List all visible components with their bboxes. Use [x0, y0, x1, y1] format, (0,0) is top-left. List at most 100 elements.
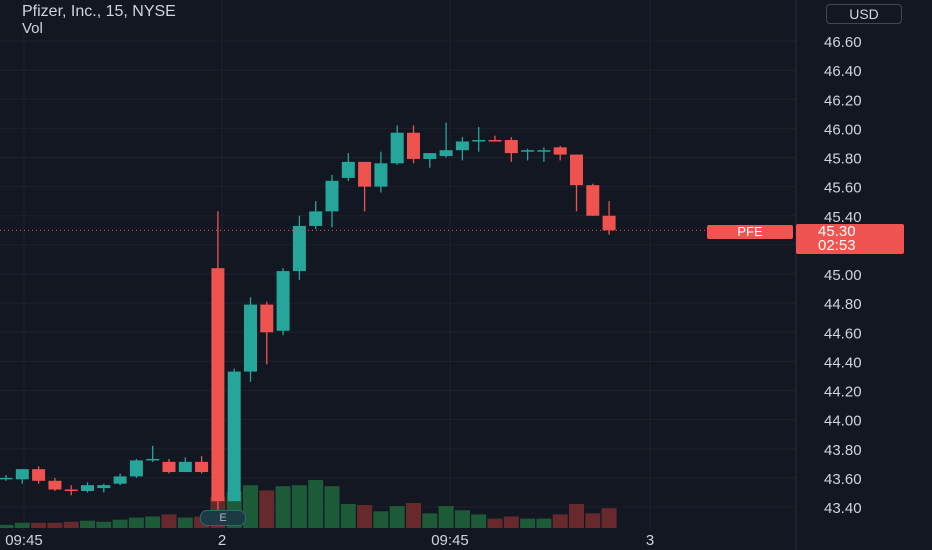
- candle-body: [195, 461, 209, 473]
- candle-body: [390, 132, 404, 164]
- price-tick-label: 45.40: [824, 209, 862, 226]
- volume-bar: [128, 517, 144, 528]
- candle-body: [97, 485, 111, 489]
- candle-body: [325, 180, 339, 212]
- volume-bar: [291, 485, 307, 528]
- price-tick-label: 44.80: [824, 296, 862, 313]
- candle-body: [374, 163, 388, 187]
- volume-bar: [161, 514, 177, 528]
- candle-body: [227, 371, 241, 502]
- volume-bar: [63, 521, 79, 528]
- candle-body: [292, 225, 306, 272]
- price-tick-label: 44.60: [824, 325, 862, 342]
- volume-bar: [569, 504, 584, 528]
- price-tick-label: 44.00: [824, 413, 862, 430]
- price-tick-label: 43.80: [824, 442, 862, 459]
- volume-bar: [520, 518, 536, 528]
- candle-body: [244, 304, 257, 372]
- volume-bar: [601, 508, 617, 528]
- candle-body: [341, 161, 355, 178]
- price-tick-label: 44.40: [824, 354, 862, 371]
- volume-bar: [406, 502, 421, 528]
- last-price-value: 45.30: [818, 223, 856, 240]
- price-tick-label: 46.00: [824, 121, 862, 138]
- grid-lines: [0, 0, 796, 530]
- volume-bar: [454, 510, 470, 528]
- volume-bar: [177, 517, 193, 528]
- volume-bar: [275, 486, 291, 528]
- chart-legend: Pfizer, Inc., 15, NYSE Vol: [22, 3, 176, 37]
- symbol-title: Pfizer, Inc., 15, NYSE: [22, 3, 176, 20]
- bar-countdown: 02:53: [818, 237, 856, 254]
- volume-bar: [145, 516, 161, 528]
- volume-label: Vol: [22, 20, 43, 37]
- volume-bar: [340, 504, 356, 528]
- price-tick-label: 46.40: [824, 63, 862, 80]
- volume-bar: [47, 522, 63, 528]
- volume-bar: [324, 486, 340, 528]
- volume-bar: [14, 522, 30, 528]
- volume-bar: [487, 518, 503, 528]
- price-tick-label: 44.20: [824, 384, 862, 401]
- volume-bar: [585, 513, 601, 528]
- candle-body: [439, 150, 453, 157]
- price-tick-label: 45.80: [824, 151, 862, 168]
- candle-body: [48, 480, 62, 490]
- time-tick-label: 3: [646, 532, 654, 549]
- volume-bar: [357, 505, 373, 528]
- candle-body: [488, 140, 502, 142]
- candle-body: [570, 154, 583, 186]
- candle-body: [358, 161, 372, 187]
- volume-bar: [552, 514, 568, 528]
- price-axis: 43.40 43.60 43.80 44.00 44.20 44.40 44.60 44.80…: [795, 0, 862, 550]
- candles: [0, 122, 616, 522]
- candle-body: [211, 268, 225, 502]
- candle-body: [81, 485, 94, 491]
- price-tick-label: 43.40: [824, 500, 862, 517]
- price-tick-label: 46.60: [824, 34, 862, 51]
- candle-body: [113, 476, 127, 484]
- earnings-marker[interactable]: E: [200, 510, 246, 526]
- volume-bar: [422, 513, 438, 528]
- volume-bar: [80, 520, 95, 528]
- volume-bar: [389, 506, 405, 528]
- candle-body: [64, 489, 78, 492]
- volume-bar: [308, 480, 324, 528]
- volume-bar: [259, 490, 275, 528]
- time-tick-label: 09:45: [5, 532, 43, 549]
- candle-body: [146, 458, 160, 461]
- candle-body: [178, 461, 192, 473]
- candle-body: [423, 153, 437, 159]
- volume-bar: [373, 511, 389, 528]
- candle-body: [129, 460, 143, 477]
- candle-body: [455, 141, 469, 151]
- candle-body: [276, 271, 290, 331]
- last-price-tag: 45.30 02:53: [796, 224, 904, 254]
- candle-body: [553, 147, 567, 155]
- volume-bar: [31, 522, 47, 528]
- volume-bar: [471, 514, 487, 528]
- candle-body: [472, 140, 486, 142]
- symbol-price-label: PFE: [707, 225, 793, 239]
- candle-body: [602, 215, 616, 231]
- volume-bar: [503, 516, 519, 528]
- time-tick-label: 2: [218, 532, 226, 549]
- candle-body: [15, 469, 29, 480]
- price-tick-label: 45.00: [824, 267, 862, 284]
- candle-body: [162, 461, 176, 473]
- price-tick-label: 43.60: [824, 471, 862, 488]
- candle-body: [586, 185, 600, 216]
- volume-bar: [96, 521, 112, 528]
- candle-body: [504, 140, 518, 154]
- candle-body: [260, 304, 274, 333]
- price-tick-label: 45.60: [824, 180, 862, 197]
- time-tick-label: 09:45: [431, 532, 469, 549]
- candle-body: [0, 477, 13, 480]
- volume-bar: [438, 506, 454, 528]
- volume-bar: [0, 524, 14, 528]
- currency-button[interactable]: USD: [826, 4, 902, 24]
- candle-body: [407, 132, 420, 159]
- time-axis: 09:45 2 09:45 3: [5, 532, 654, 549]
- candle-body: [537, 150, 551, 152]
